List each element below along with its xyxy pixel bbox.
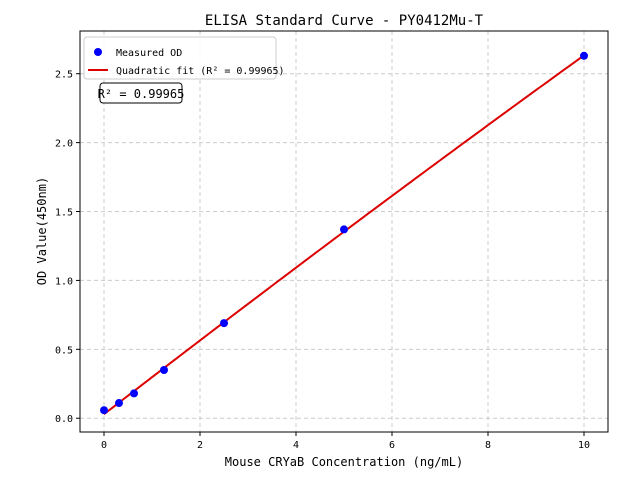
y-tick-label: 0.5 [55,345,73,356]
legend-label-measured: Measured OD [116,48,182,59]
y-tick-label: 1.5 [55,208,73,219]
data-point [115,399,123,408]
x-tick-label: 2 [197,440,203,451]
y-tick-label: 1.0 [55,276,73,287]
data-point [160,365,168,374]
fit-line [103,54,585,416]
y-tick-label: 0.0 [55,414,73,425]
x-tick-label: 8 [485,440,491,451]
y-axis-label: OD Value(450nm) [35,177,49,285]
r2-annotation: R² = 0.99965 [98,82,185,104]
legend-marker-measured [94,48,102,56]
data-point [100,406,108,415]
legend-label-fit: Quadratic fit (R² = 0.99965) [116,66,285,77]
chart-title: ELISA Standard Curve - PY0412Mu-T [205,13,484,29]
x-tick-label: 6 [389,440,395,451]
r2-text: R² = 0.99965 [98,87,185,101]
y-tick-label: 2.0 [55,139,73,150]
x-tick-label: 4 [293,440,299,451]
plot-frame [79,30,609,433]
data-point [580,51,588,60]
y-tick-label: 2.5 [55,70,73,81]
legend: Measured OD Quadratic fit (R² = 0.99965) [83,36,285,80]
x-tick-label: 0 [101,440,107,451]
data-point [340,225,348,234]
data-point [130,389,138,398]
data-point [220,319,228,328]
x-tick-label: 10 [578,440,590,451]
x-axis-label: Mouse CRYaB Concentration (ng/mL) [225,455,463,469]
